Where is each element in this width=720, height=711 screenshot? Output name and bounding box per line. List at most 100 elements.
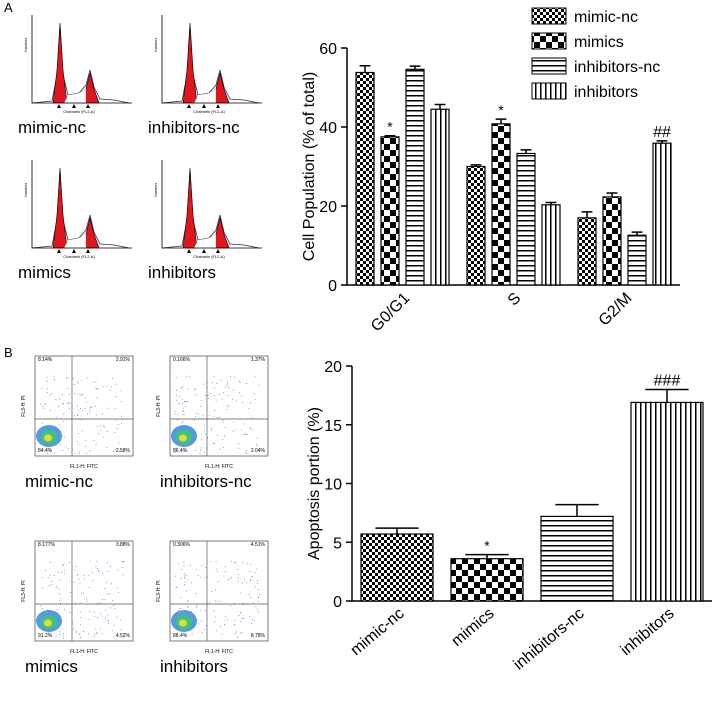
- event-dot: [180, 608, 182, 610]
- event-dot: [93, 611, 95, 613]
- bar: [466, 165, 486, 286]
- event-dot: [185, 405, 186, 407]
- event-dot: [55, 635, 57, 637]
- x-tick-label: G0/G1: [368, 290, 413, 335]
- histogram-outline: [31, 167, 130, 249]
- event-dot: [175, 394, 177, 396]
- event-dot: [213, 443, 215, 444]
- event-dot: [76, 632, 77, 634]
- y-tick-label: 60: [319, 41, 337, 58]
- marker: [202, 104, 206, 108]
- event-dot: [183, 583, 185, 585]
- event-dot: [233, 624, 235, 626]
- event-dot: [49, 584, 51, 586]
- event-dot: [195, 606, 197, 608]
- event-dot: [237, 577, 239, 579]
- event-dot: [184, 401, 186, 403]
- event-dot: [77, 382, 79, 384]
- event-dot: [184, 577, 186, 579]
- event-dot: [249, 579, 251, 581]
- event-dot: [204, 451, 205, 453]
- event-dot: [236, 569, 238, 570]
- event-dot: [225, 386, 227, 388]
- event-dot: [89, 409, 91, 411]
- s-phase: [63, 233, 87, 249]
- event-dot: [78, 632, 80, 634]
- event-dot: [41, 387, 43, 389]
- event-dot: [46, 377, 48, 379]
- density: [179, 619, 187, 627]
- event-dot: [230, 605, 232, 607]
- event-dot: [183, 414, 185, 416]
- event-dot: [63, 403, 64, 404]
- event-dot: [181, 569, 182, 570]
- event-dot: [88, 633, 90, 635]
- event-dot: [43, 404, 45, 406]
- event-dot: [208, 414, 210, 416]
- event-dot: [103, 436, 105, 438]
- annotation: *: [387, 119, 393, 135]
- thumbnail-label: inhibitors-nc: [160, 472, 252, 491]
- event-dot: [256, 568, 258, 570]
- event-dot: [183, 561, 185, 563]
- event-dot: [223, 575, 225, 577]
- event-dot: [213, 415, 215, 417]
- event-dot: [175, 377, 177, 379]
- event-dot: [101, 633, 103, 635]
- event-dot: [119, 451, 121, 453]
- thumbnail-label: inhibitors: [160, 657, 228, 676]
- event-dot: [86, 401, 87, 403]
- x-tick-label: G2/M: [596, 290, 636, 330]
- event-dot: [253, 393, 255, 395]
- event-dot: [227, 394, 229, 396]
- bar: [405, 68, 425, 286]
- quadrant-percent: 91.2%: [38, 633, 53, 639]
- event-dot: [59, 600, 61, 602]
- event-dot: [79, 452, 81, 454]
- event-dot: [116, 383, 117, 385]
- event-dot: [107, 614, 109, 616]
- event-dot: [67, 377, 69, 379]
- event-dot: [243, 423, 245, 425]
- event-dot: [222, 439, 223, 441]
- event-dot: [226, 618, 228, 620]
- event-dot: [186, 579, 188, 581]
- error-bar: [470, 164, 482, 167]
- bar: [541, 204, 561, 286]
- event-dot: [186, 590, 188, 592]
- event-dot: [201, 400, 203, 401]
- event-dot: [191, 633, 193, 635]
- g1-peak: [182, 24, 198, 104]
- event-dot: [234, 620, 235, 622]
- event-dot: [219, 449, 221, 451]
- event-dot: [59, 398, 61, 400]
- event-dot: [100, 425, 102, 427]
- event-dot: [58, 587, 60, 589]
- event-dot: [104, 599, 106, 600]
- event-dot: [98, 570, 100, 572]
- event-dot: [88, 610, 90, 612]
- event-dot: [215, 568, 217, 570]
- event-dot: [76, 381, 78, 383]
- axis: [161, 160, 262, 249]
- annotation: *: [484, 538, 490, 554]
- event-dot: [120, 390, 122, 392]
- quadrant-percent: 4.51%: [251, 542, 266, 548]
- event-dot: [197, 413, 199, 415]
- event-dot: [104, 426, 105, 428]
- event-dot: [246, 434, 248, 436]
- event-dot: [233, 562, 235, 564]
- event-dot: [215, 589, 217, 591]
- event-dot: [249, 616, 251, 618]
- histogram-thumbnail: Channels (FL2-A) Number mimics: [18, 160, 132, 282]
- event-dot: [184, 400, 186, 402]
- scatter-y-label: FL3-H: PI: [21, 580, 27, 601]
- event-dot: [193, 419, 195, 421]
- event-dot: [255, 586, 257, 588]
- event-dot: [180, 596, 182, 598]
- event-dot: [183, 410, 185, 412]
- marker: [57, 104, 61, 108]
- event-dot: [58, 593, 60, 595]
- event-dot: [182, 399, 183, 401]
- event-dot: [253, 602, 255, 604]
